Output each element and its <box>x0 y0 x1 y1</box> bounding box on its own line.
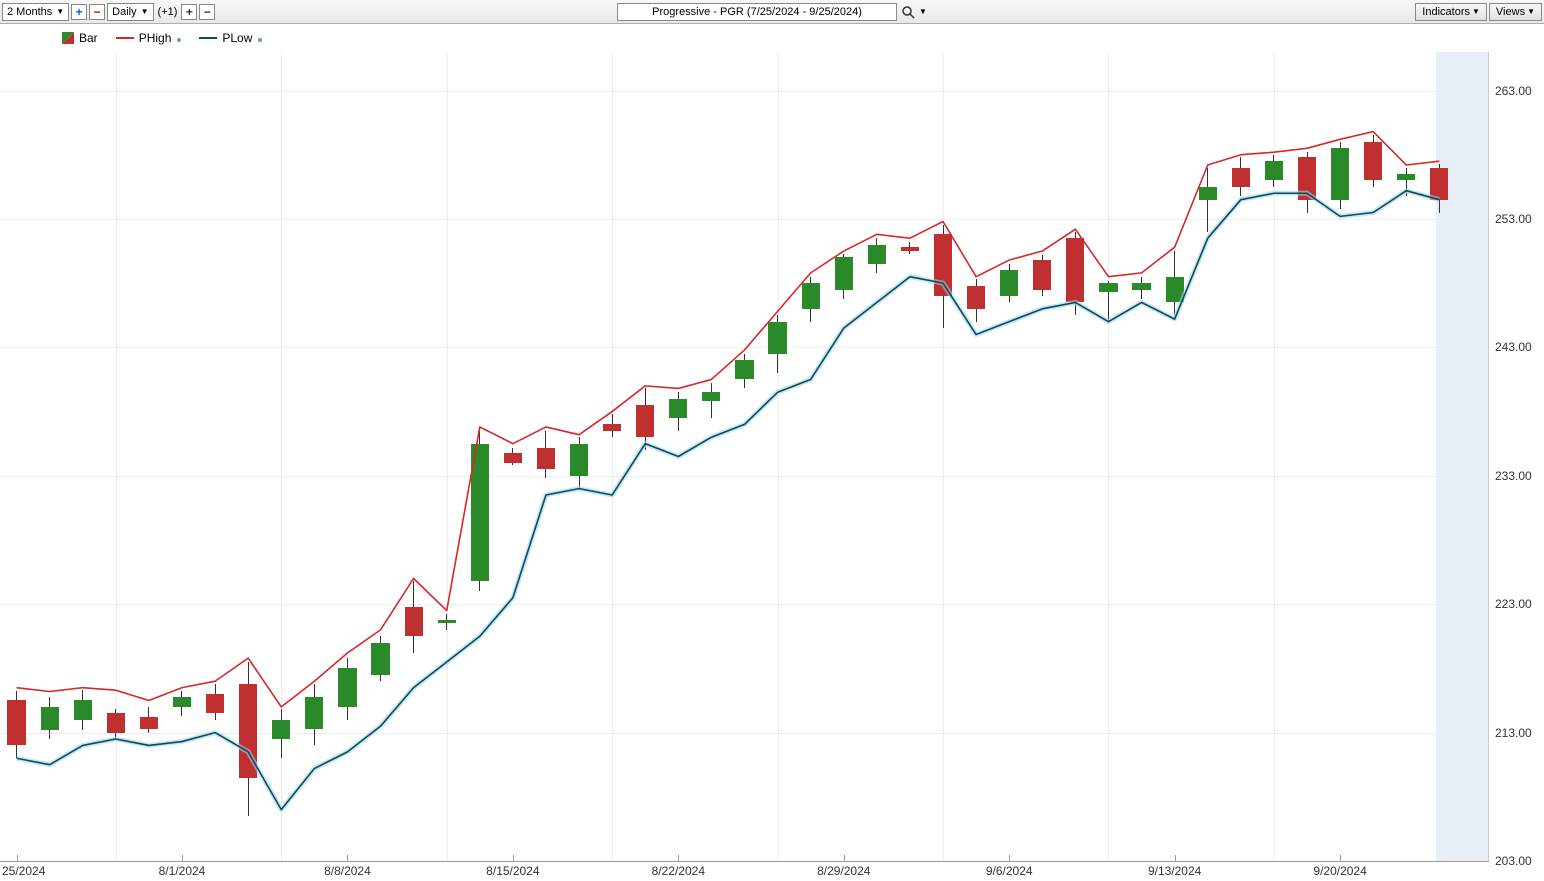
candle[interactable] <box>702 392 720 401</box>
candle[interactable] <box>1397 174 1415 180</box>
legend-item-plow: PLow <box>199 31 262 45</box>
candle[interactable] <box>1430 168 1448 200</box>
chevron-down-icon: ▼ <box>1472 7 1480 16</box>
chart-plot-area[interactable] <box>0 52 1489 861</box>
x-tick-label: 8/22/2024 <box>652 864 705 878</box>
x-tick-label: 25/2024 <box>2 864 45 878</box>
candle[interactable] <box>239 684 257 778</box>
legend-dot-icon <box>177 38 181 42</box>
candle[interactable] <box>1099 283 1117 292</box>
legend-phigh-label: PHigh <box>139 31 172 45</box>
candle[interactable] <box>636 405 654 437</box>
candle[interactable] <box>1166 277 1184 303</box>
indicators-button[interactable]: Indicators ▼ <box>1415 3 1487 21</box>
views-button[interactable]: Views ▼ <box>1489 3 1542 21</box>
candle[interactable] <box>338 668 356 707</box>
legend-dot-icon <box>258 38 262 42</box>
legend-item-phigh: PHigh <box>116 31 182 45</box>
candle[interactable] <box>537 448 555 470</box>
y-tick-label: 213.00 <box>1495 726 1532 740</box>
y-tick-label: 253.00 <box>1495 212 1532 226</box>
offset-plus-button[interactable]: + <box>181 4 197 20</box>
candle[interactable] <box>471 444 489 581</box>
chevron-down-icon: ▼ <box>56 7 64 16</box>
legend-plow-label: PLow <box>222 31 252 45</box>
candle[interactable] <box>802 283 820 309</box>
candle[interactable] <box>868 245 886 264</box>
chart-toolbar: 2 Months ▼ + − Daily ▼ (+1) + − Progress… <box>0 0 1544 24</box>
candle[interactable] <box>901 247 919 251</box>
range-dropdown[interactable]: 2 Months ▼ <box>2 3 69 21</box>
x-tick-label: 8/1/2024 <box>159 864 206 878</box>
candle[interactable] <box>1132 283 1150 289</box>
zoom-out-button[interactable]: − <box>89 4 105 20</box>
candle[interactable] <box>1199 187 1217 200</box>
candle[interactable] <box>107 713 125 732</box>
candle[interactable] <box>1232 168 1250 187</box>
candle[interactable] <box>272 720 290 739</box>
zoom-in-button[interactable]: + <box>71 4 87 20</box>
offset-label: (+1) <box>156 6 180 18</box>
x-tick-label: 8/29/2024 <box>817 864 870 878</box>
phigh-line-icon <box>116 37 134 39</box>
chart-container: 203.00 213.00 223.00 233.00 243.00 253.00 263.… <box>0 52 1544 881</box>
candle[interactable] <box>669 399 687 418</box>
bar-swatch-icon <box>62 32 74 44</box>
views-label: Views <box>1496 6 1525 18</box>
candle[interactable] <box>305 697 323 729</box>
candle[interactable] <box>1000 270 1018 296</box>
candle[interactable] <box>140 717 158 729</box>
candle[interactable] <box>74 700 92 719</box>
indicators-label: Indicators <box>1422 6 1470 18</box>
y-tick-label: 233.00 <box>1495 469 1532 483</box>
legend-item-bar: Bar <box>62 31 98 45</box>
y-axis: 203.00213.00223.00233.00243.00253.00263.… <box>1489 52 1544 861</box>
interval-label: Daily <box>112 6 136 18</box>
candle[interactable] <box>41 707 59 730</box>
symbol-dropdown[interactable]: Progressive - PGR (7/25/2024 - 9/25/2024… <box>617 3 897 21</box>
x-tick-label: 8/8/2024 <box>324 864 371 878</box>
candle[interactable] <box>1364 142 1382 181</box>
candle[interactable] <box>7 700 25 745</box>
candle[interactable] <box>1331 148 1349 199</box>
candle[interactable] <box>405 607 423 637</box>
x-tick-label: 9/13/2024 <box>1148 864 1201 878</box>
candle[interactable] <box>438 620 456 624</box>
y-tick-label: 203.00 <box>1495 854 1532 868</box>
candle[interactable] <box>173 697 191 707</box>
chevron-down-icon: ▼ <box>1527 7 1535 16</box>
legend-bar-label: Bar <box>79 31 98 45</box>
candle[interactable] <box>1066 238 1084 302</box>
candle[interactable] <box>206 694 224 713</box>
interval-dropdown[interactable]: Daily ▼ <box>107 3 153 21</box>
candle[interactable] <box>1298 157 1316 199</box>
x-axis: 25/2024 8/1/2024 8/8/2024 8/15/2024 8/22/202… <box>0 861 1489 881</box>
range-label: 2 Months <box>7 6 52 18</box>
chevron-down-icon: ▼ <box>141 7 149 16</box>
candle[interactable] <box>967 286 985 309</box>
y-tick-label: 263.00 <box>1495 84 1532 98</box>
candle[interactable] <box>735 360 753 379</box>
chart-legend: Bar PHigh PLow <box>0 24 1544 52</box>
search-icon[interactable] <box>901 5 915 19</box>
candle[interactable] <box>934 234 952 296</box>
search-dropdown-arrow[interactable]: ▼ <box>919 7 927 16</box>
candle[interactable] <box>371 643 389 675</box>
y-tick-label: 243.00 <box>1495 340 1532 354</box>
offset-minus-button[interactable]: − <box>199 4 215 20</box>
candle[interactable] <box>835 257 853 289</box>
x-tick-label: 9/20/2024 <box>1313 864 1366 878</box>
plow-line-icon <box>199 37 217 39</box>
x-tick-label: 9/6/2024 <box>986 864 1033 878</box>
candle[interactable] <box>603 424 621 430</box>
x-tick-label: 8/15/2024 <box>486 864 539 878</box>
candle[interactable] <box>1265 161 1283 180</box>
candle[interactable] <box>1033 260 1051 290</box>
candle[interactable] <box>504 453 522 463</box>
y-tick-label: 223.00 <box>1495 597 1532 611</box>
chart-title: Progressive - PGR (7/25/2024 - 9/25/2024… <box>652 6 862 18</box>
candle[interactable] <box>570 444 588 476</box>
candle[interactable] <box>768 322 786 354</box>
